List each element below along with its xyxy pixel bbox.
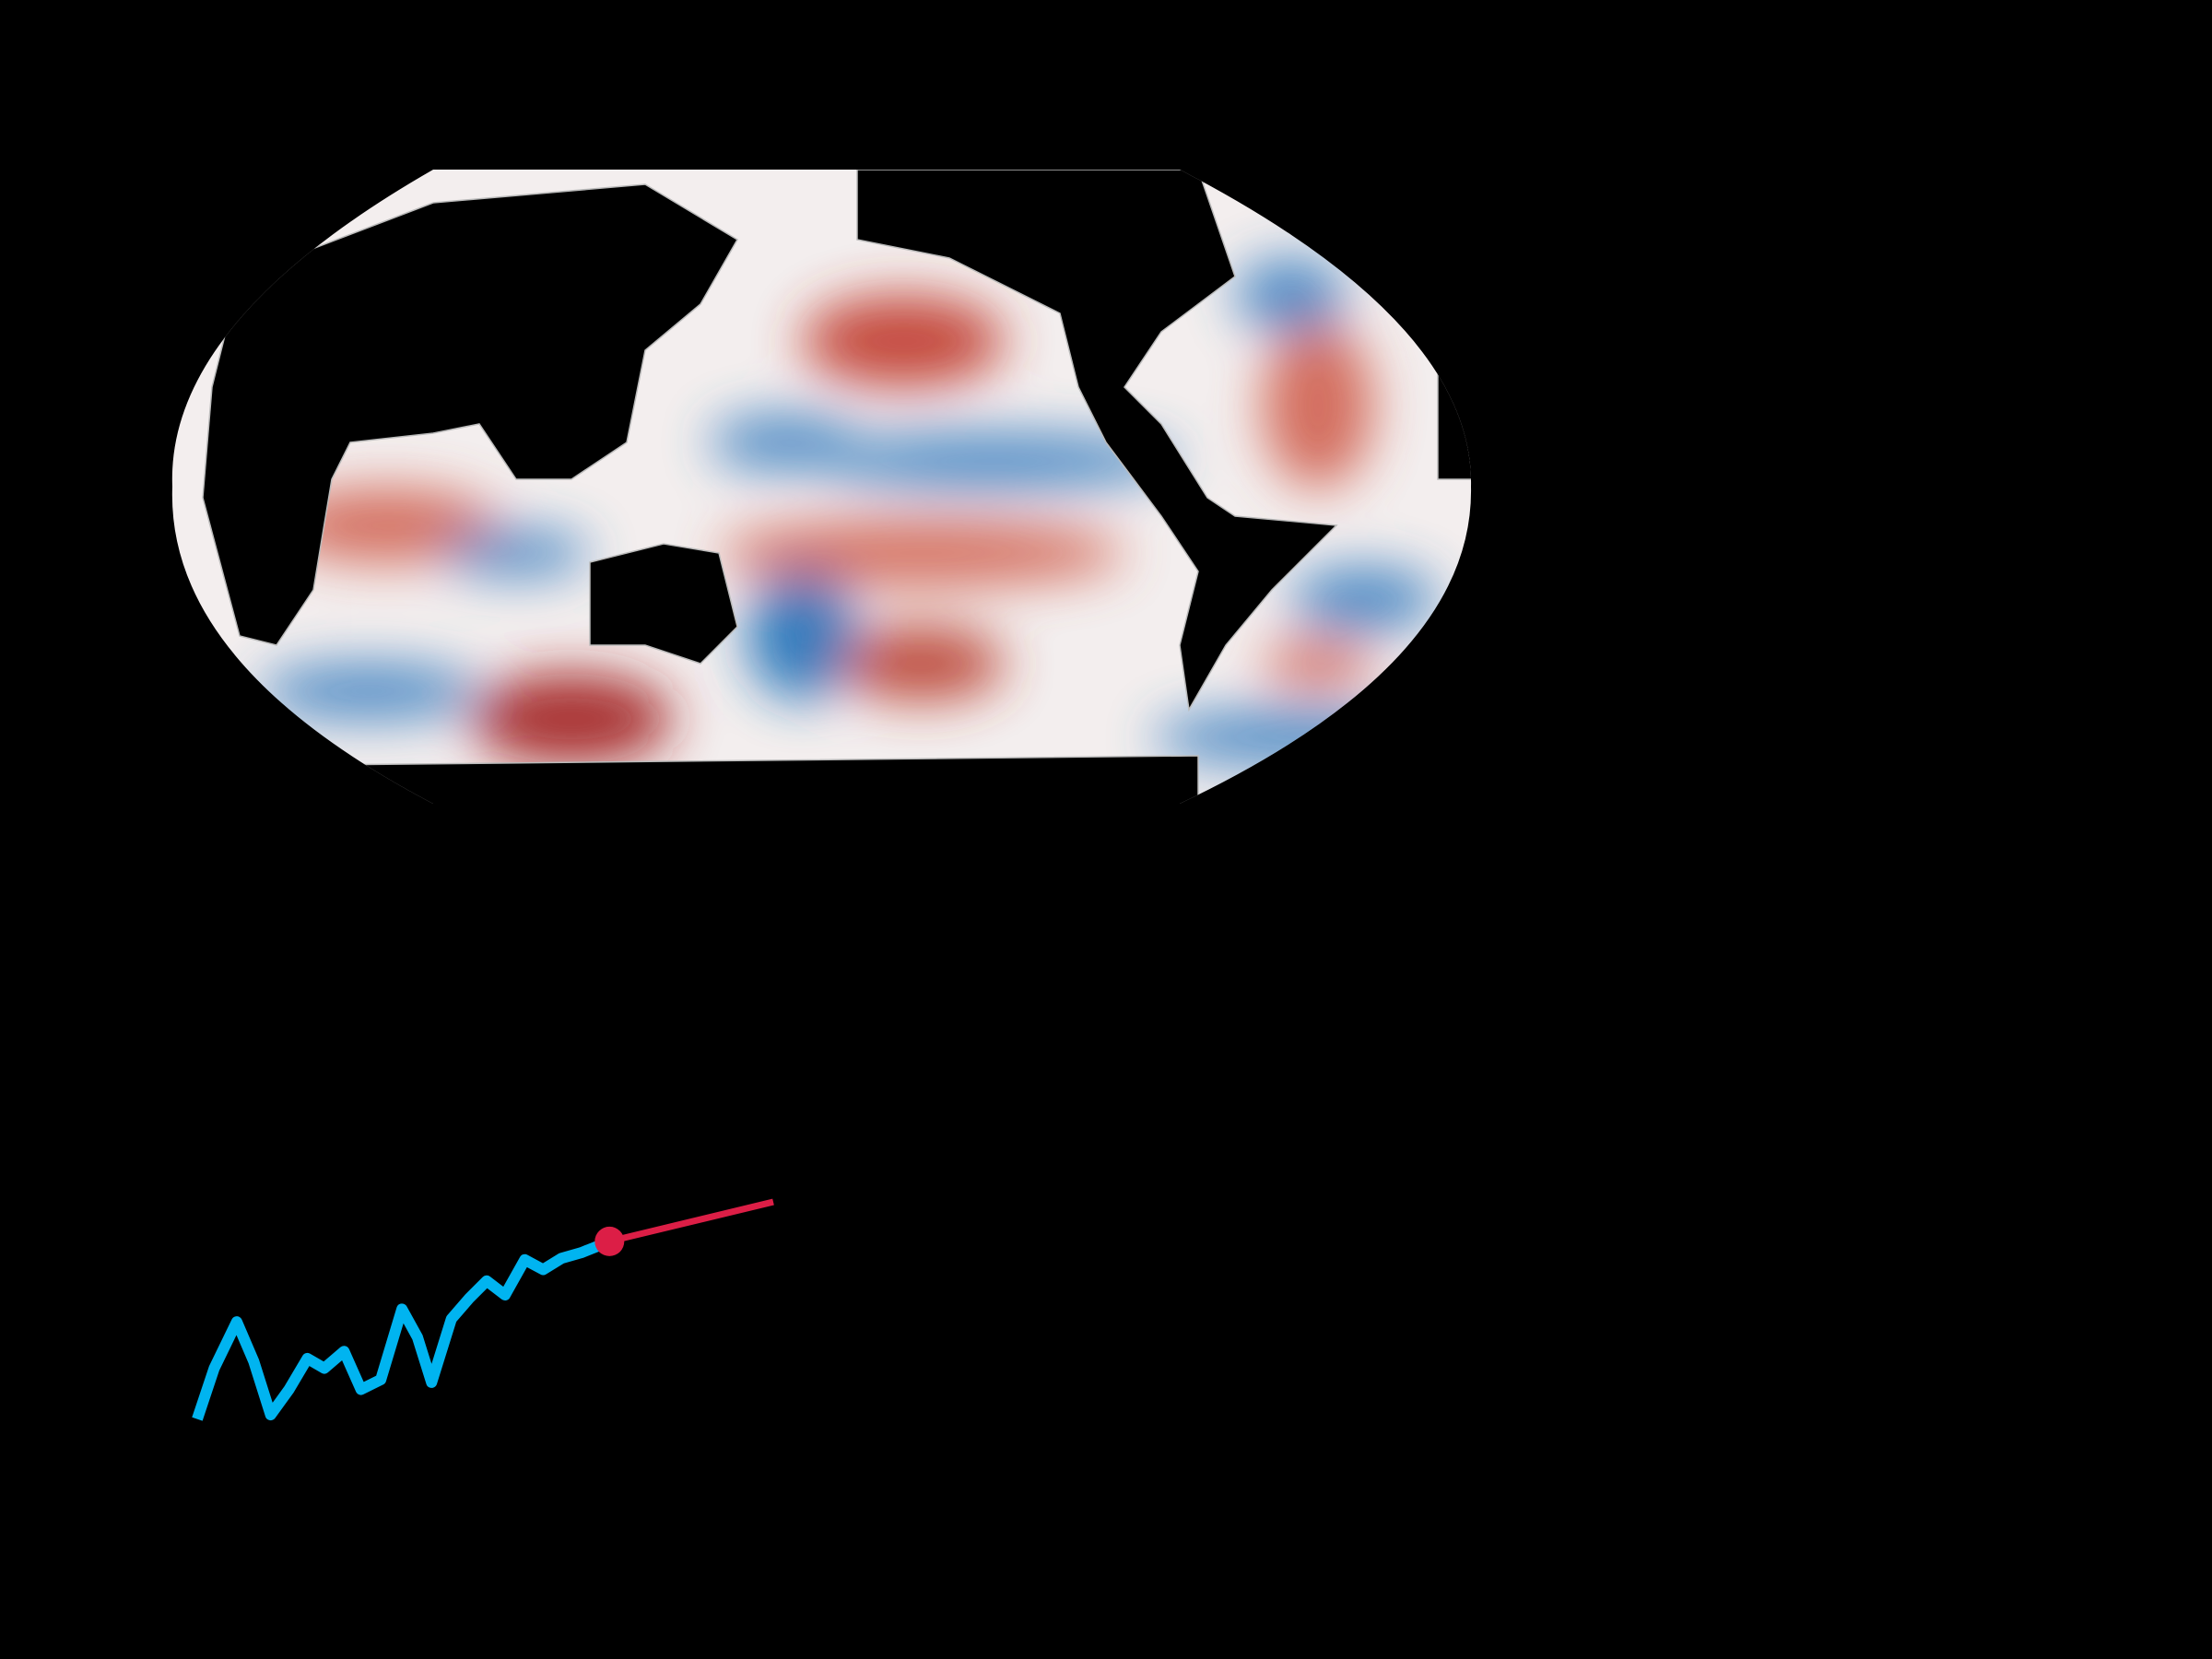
- line-series: [608, 1198, 774, 1245]
- sst-map: [171, 170, 1472, 804]
- line-series: [192, 1236, 612, 1421]
- projection-start-dot: [594, 1226, 625, 1256]
